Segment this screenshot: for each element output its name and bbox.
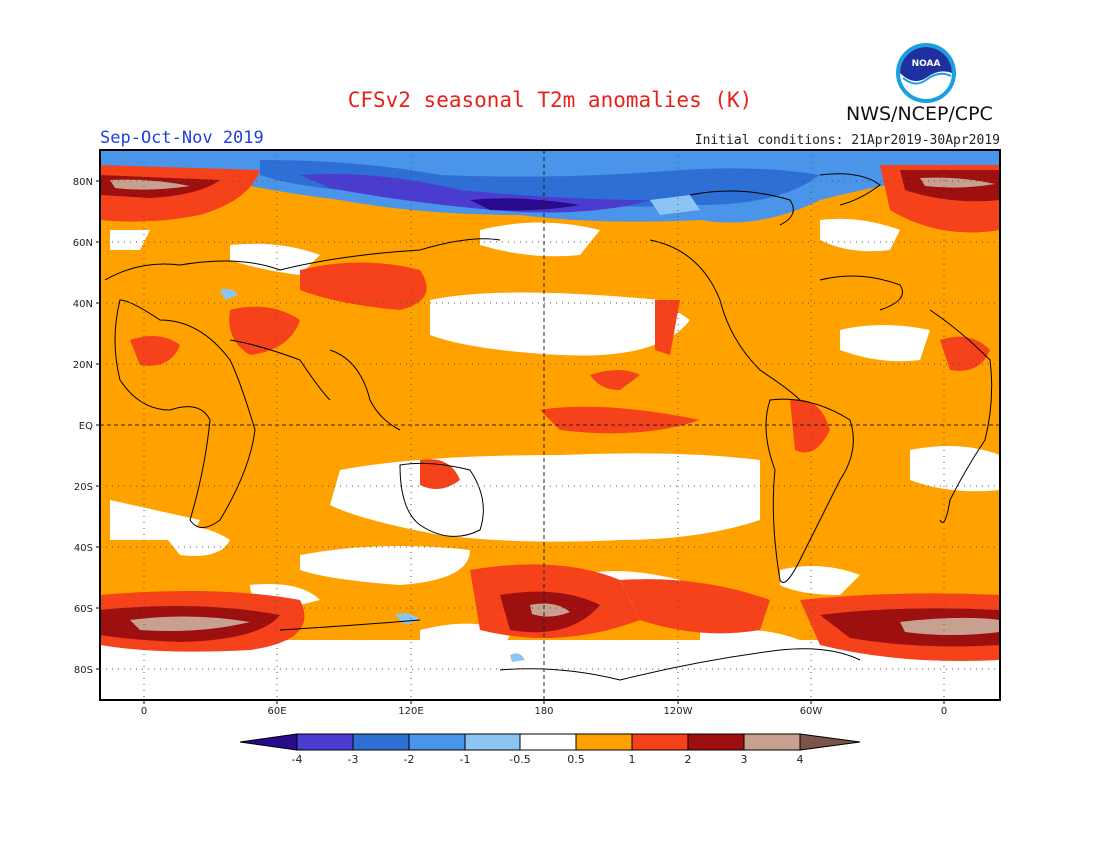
colorbar-label: -1 [460, 753, 471, 766]
season-label: Sep-Oct-Nov 2019 [100, 128, 264, 148]
colorbar-segment [575, 733, 633, 751]
colorbar-segment [408, 733, 466, 751]
lon-label: 0 [941, 706, 947, 717]
lat-label: 60N [73, 238, 93, 249]
latitude-labels: 80N 60N 40N 20N EQ 20S 40S 60S 80S [73, 177, 93, 676]
lon-label: 60W [800, 706, 823, 717]
colorbar-label: -0.5 [509, 753, 530, 766]
colorbar-labels: -4 -3 -2 -1 -0.5 0.5 1 2 3 4 [292, 753, 804, 766]
lat-label: 80N [73, 177, 93, 188]
logo-text: NOAA [912, 59, 941, 69]
colorbar-label: -3 [348, 753, 359, 766]
colorbar-segment [239, 733, 298, 751]
lat-label: 20S [74, 482, 93, 493]
longitude-ticks [143, 700, 945, 704]
lat-label: EQ [79, 421, 93, 432]
longitude-labels: 0 60E 120E 180 120W 60W 0 [141, 706, 947, 717]
colorbar-segment [352, 733, 410, 751]
colorbar-label: 0.5 [567, 753, 585, 766]
colorbar-segment [743, 733, 801, 751]
colorbar-segment [631, 733, 689, 751]
lon-label: 180 [534, 706, 553, 717]
gridlines [100, 150, 1000, 700]
colorbar-label: 1 [629, 753, 636, 766]
agency-label: NWS/NCEP/CPC [846, 103, 993, 125]
colorbar-segment [296, 733, 354, 751]
lat-label: 80S [74, 665, 93, 676]
neutral-anomaly-areas [100, 218, 1000, 700]
colorbar-label: 4 [797, 753, 804, 766]
colorbar-segment [464, 733, 521, 751]
coastlines [104, 173, 993, 681]
latitude-ticks [96, 180, 100, 670]
lon-label: 120E [398, 706, 423, 717]
lat-label: 20N [73, 360, 93, 371]
colorbar-label: 3 [741, 753, 748, 766]
map-title: CFSv2 seasonal T2m anomalies (K) [347, 88, 753, 112]
initial-conditions-label: Initial conditions: 21Apr2019-30Apr2019 [694, 133, 1000, 148]
colorbar-segment [799, 733, 861, 751]
colorbar-label: -2 [404, 753, 415, 766]
cold-anomaly-areas [100, 150, 1000, 662]
colorbar-label: 2 [685, 753, 692, 766]
noaa-logo-icon: NOAA [896, 43, 956, 103]
lat-label: 40S [74, 543, 93, 554]
colorbar-segment [519, 733, 577, 751]
lon-label: 60E [267, 706, 286, 717]
lon-label: 120W [664, 706, 693, 717]
lat-label: 60S [74, 604, 93, 615]
colorbar-label: -4 [292, 753, 303, 766]
lat-label: 40N [73, 299, 93, 310]
lon-label: 0 [141, 706, 147, 717]
colorbar [239, 733, 861, 751]
colorbar-segment [687, 733, 745, 751]
